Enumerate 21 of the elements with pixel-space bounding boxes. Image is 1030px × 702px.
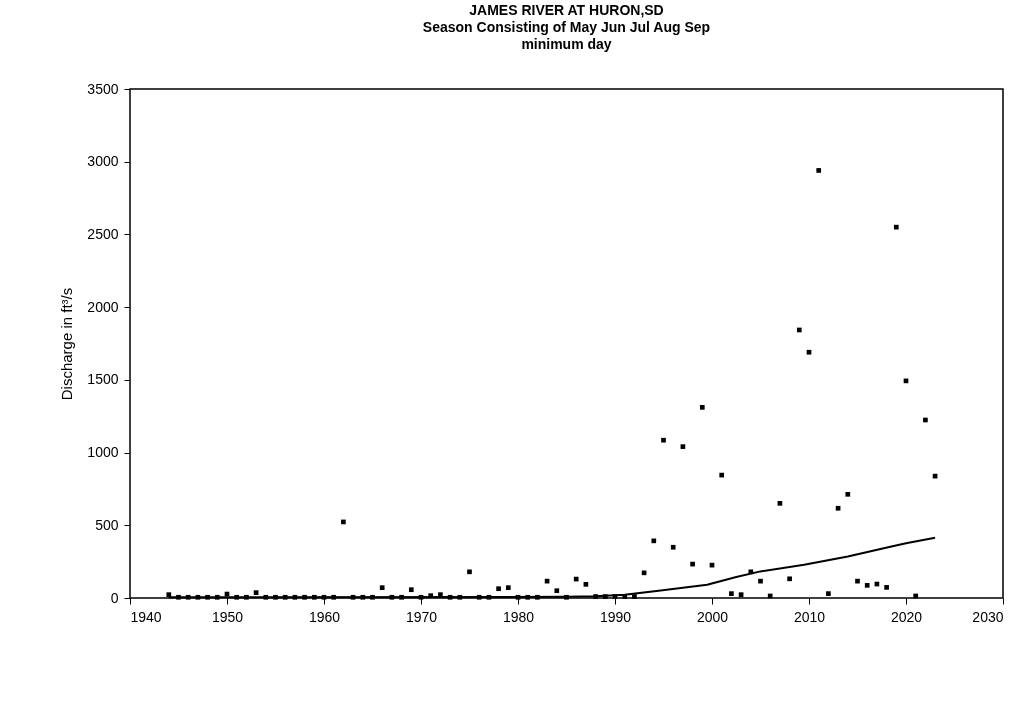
- chart-title: JAMES RIVER AT HURON,SD: [469, 2, 664, 18]
- x-tick-label: 1970: [405, 608, 438, 625]
- y-axis-title: Discharge in ft³/s: [58, 287, 76, 401]
- x-tick-label: 1950: [211, 608, 244, 625]
- x-tick-label: 1940: [130, 608, 162, 625]
- y-tick-label: 1500: [87, 371, 119, 388]
- y-tick-label: 500: [95, 516, 119, 533]
- y-tick-label: 1000: [87, 444, 119, 461]
- x-tick-label: 1960: [308, 608, 341, 625]
- x-tick-label: 2030: [972, 608, 1004, 625]
- chart-subtitle: Season Consisting of May Jun Jul Aug Sep minimum day: [422, 19, 711, 52]
- x-tick-label: 1980: [502, 608, 535, 625]
- y-tick-label: 2000: [87, 298, 119, 315]
- y-tick-label: 3500: [87, 80, 119, 97]
- x-tick-label: 1990: [599, 608, 632, 625]
- y-tick-label: 2500: [87, 225, 119, 242]
- x-tick-label: 2020: [890, 608, 923, 625]
- y-tick-label: 0: [110, 589, 119, 606]
- y-tick-label: 3000: [87, 153, 119, 170]
- x-tick-label: 2000: [696, 608, 729, 625]
- x-tick-label: 2010: [793, 608, 826, 625]
